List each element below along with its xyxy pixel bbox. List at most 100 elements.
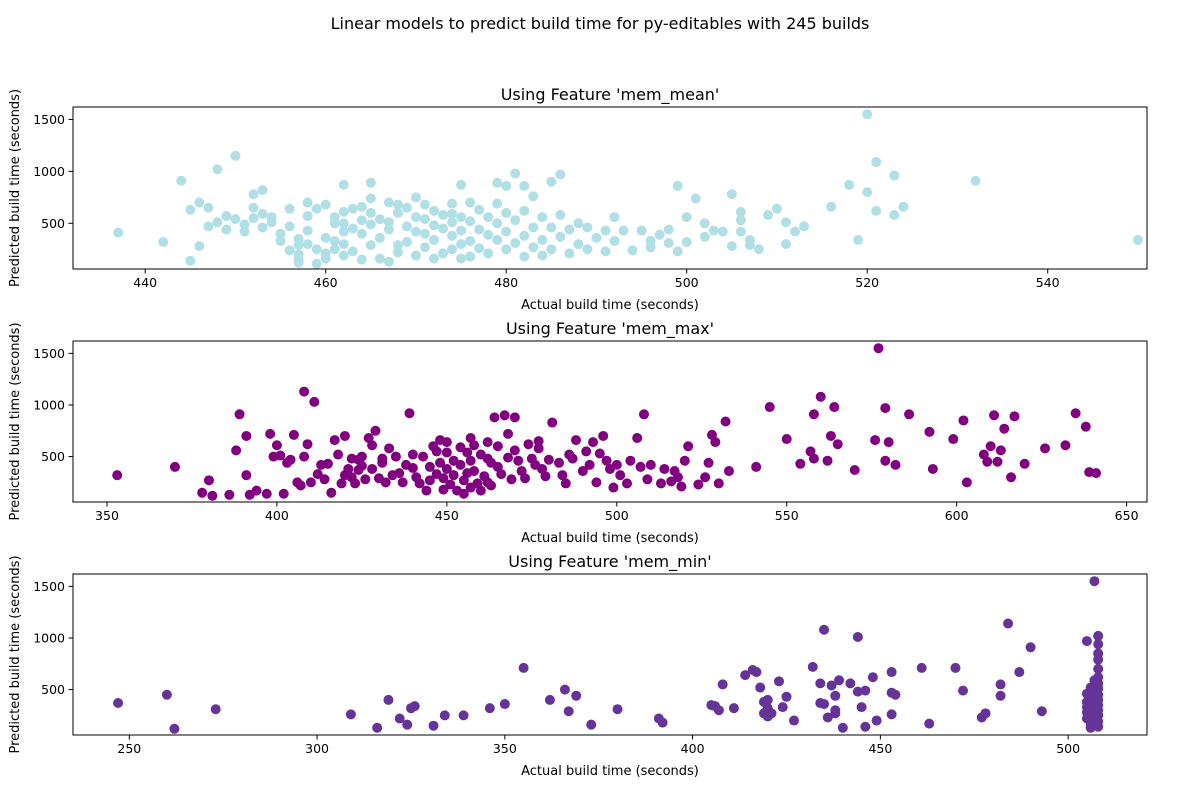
data-point [345,709,356,720]
data-point [1070,408,1081,419]
data-point [492,234,503,245]
data-point [683,441,694,452]
x-tick-label: 450 [868,741,892,756]
x-tick-label: 450 [435,508,459,523]
data-point [554,457,565,468]
data-point [546,222,557,233]
data-point [319,474,330,485]
data-point [615,470,626,481]
data-point [455,459,466,470]
data-point [203,475,214,486]
data-point [1009,411,1020,422]
data-point [608,482,619,493]
data-point [320,199,331,210]
data-point [338,250,349,261]
data-point [421,485,432,496]
data-point [261,488,272,499]
data-point [302,225,313,236]
data-point [594,448,605,459]
data-point [1025,642,1036,653]
data-point [890,689,901,700]
data-point [441,437,452,448]
data-point [447,217,458,228]
data-point [1093,639,1104,650]
data-point [365,193,376,204]
data-point [169,723,180,734]
data-point [880,455,891,466]
data-point [509,412,520,423]
data-point [372,722,383,733]
data-point [567,453,578,464]
data-point [251,485,262,496]
data-point [234,409,245,420]
data-point [815,678,826,689]
data-point [773,676,784,687]
data-point [1014,667,1025,678]
data-point [347,223,358,234]
x-tick-label: 480 [494,275,518,290]
data-point [890,459,901,470]
data-point [829,402,840,413]
data-point [438,223,449,234]
data-point [708,225,719,236]
data-point [390,451,401,462]
data-point [409,701,420,712]
data-point [703,457,714,468]
data-point [1060,440,1071,451]
data-point [672,246,683,257]
data-point [513,455,524,466]
data-point [645,242,656,253]
x-tick-label: 520 [855,275,879,290]
data-point [404,408,415,419]
data-point [547,417,558,428]
data-point [612,704,623,715]
data-point [356,254,367,265]
data-point [844,179,855,190]
data-point [1019,458,1030,469]
data-point [830,708,841,719]
data-point [871,715,882,726]
data-point [740,670,751,681]
data-point [347,246,358,257]
data-point [419,214,430,225]
data-point [657,717,668,728]
x-axis-label: Actual build time (seconds) [521,764,699,779]
data-point [410,212,421,223]
data-point [699,218,710,229]
data-point [185,204,196,215]
data-point [904,409,915,420]
data-point [886,667,897,678]
data-point [510,238,521,249]
data-point [230,214,241,225]
data-point [305,477,316,488]
x-tick-label: 400 [681,741,705,756]
data-point [401,237,412,247]
data-point [989,410,1000,421]
data-point [402,719,413,730]
data-point [700,472,711,483]
data-point [862,187,873,198]
data-point [777,702,788,713]
x-tick-label: 600 [945,508,969,523]
data-point [241,470,252,481]
data-point [1093,630,1104,641]
data-point [995,679,1006,690]
data-point [338,218,349,229]
data-point [248,202,259,213]
data-point [356,228,367,239]
data-point [564,224,575,235]
data-point [544,694,555,705]
data-point [789,715,800,726]
data-point [383,217,394,228]
data-point [822,712,833,723]
axes-frame [72,106,1148,270]
data-point [309,396,320,407]
data-point [383,197,394,208]
data-point [506,474,517,485]
data-point [284,245,295,256]
data-point [383,256,394,267]
scatter-series [113,109,1143,269]
data-point [469,466,480,477]
data-point [822,455,833,466]
